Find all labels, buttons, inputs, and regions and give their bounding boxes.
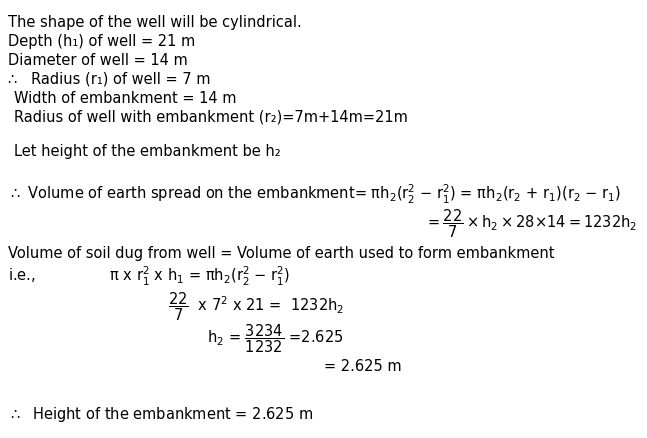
Text: ∴   Radius (r₁) of well = 7 m: ∴ Radius (r₁) of well = 7 m [8, 72, 210, 87]
Text: Radius of well with embankment (r₂)=7m+14m=21m: Radius of well with embankment (r₂)=7m+1… [14, 110, 408, 124]
Text: Let height of the embankment be h₂: Let height of the embankment be h₂ [14, 144, 281, 159]
Text: Width of embankment = 14 m: Width of embankment = 14 m [14, 91, 237, 106]
Text: Diameter of well = 14 m: Diameter of well = 14 m [8, 53, 188, 68]
Text: $\therefore$ Volume of earth spread on the embankment= $\mathregular{\pi}$h$_2$(: $\therefore$ Volume of earth spread on t… [8, 183, 621, 206]
Text: = 2.625 m: = 2.625 m [324, 358, 401, 373]
Text: Volume of soil dug from well = Volume of earth used to form embankment: Volume of soil dug from well = Volume of… [8, 245, 554, 260]
Text: h$_2$ = $\dfrac{3234}{1232}$ =2.625: h$_2$ = $\dfrac{3234}{1232}$ =2.625 [207, 322, 344, 354]
Text: $\dfrac{22}{7}$  x 7$^2$ x 21 =  1232h$_2$: $\dfrac{22}{7}$ x 7$^2$ x 21 = 1232h$_2$ [168, 290, 344, 322]
Text: Depth (h₁) of well = 21 m: Depth (h₁) of well = 21 m [8, 34, 195, 49]
Text: The shape of the well will be cylindrical.: The shape of the well will be cylindrica… [8, 15, 302, 30]
Text: $= \dfrac{22}{7} \times$h$_2\times$28$\times$14$=$1232h$_2$: $= \dfrac{22}{7} \times$h$_2\times$28$\t… [425, 207, 637, 240]
Text: $\therefore$  Height of the embankment = 2.625 m: $\therefore$ Height of the embankment = … [8, 404, 313, 423]
Text: i.e.,                $\mathregular{\pi}$ x r$_1^2$ x h$_1$ = $\mathregular{\pi}$: i.e., $\mathregular{\pi}$ x r$_1^2$ x h$… [8, 264, 290, 287]
